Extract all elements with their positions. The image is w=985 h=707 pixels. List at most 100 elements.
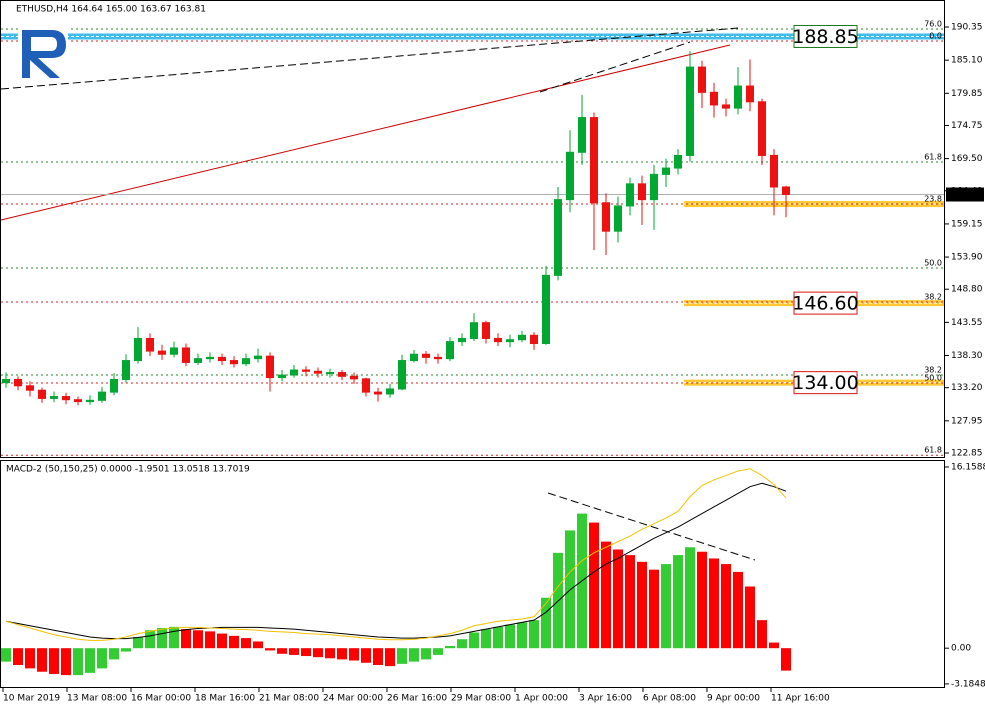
y-tick-label: 16.1588 bbox=[951, 462, 985, 472]
candle-body bbox=[458, 337, 466, 343]
candle-body bbox=[158, 350, 166, 355]
histogram-bar bbox=[25, 648, 35, 669]
candle-body bbox=[338, 372, 346, 377]
histogram-bar bbox=[517, 622, 527, 649]
candle-body bbox=[98, 391, 106, 401]
candle-body bbox=[614, 205, 622, 232]
candle-body bbox=[434, 356, 442, 360]
candle-body bbox=[170, 347, 178, 355]
candle-body bbox=[518, 334, 526, 341]
histogram-bar bbox=[85, 648, 95, 673]
histogram-bar bbox=[601, 541, 611, 649]
price-frame bbox=[0, 0, 945, 458]
histogram-bar bbox=[481, 629, 491, 649]
candle-body bbox=[242, 358, 250, 365]
histogram-bar bbox=[325, 648, 335, 659]
candle-body bbox=[674, 154, 682, 169]
last-price-label: 163.81 bbox=[950, 190, 982, 200]
candle-body bbox=[698, 66, 706, 93]
fib-label: 50.0 bbox=[924, 374, 942, 383]
histogram-bar bbox=[781, 648, 791, 671]
histogram-bar bbox=[637, 561, 647, 649]
histogram-bar bbox=[301, 648, 311, 657]
histogram-bar bbox=[373, 648, 383, 666]
histogram-bar bbox=[157, 627, 167, 649]
candle-body bbox=[290, 369, 298, 376]
histogram-bar bbox=[745, 586, 755, 649]
candle-body bbox=[50, 396, 58, 399]
histogram-bar bbox=[649, 569, 659, 649]
candle-body bbox=[422, 353, 430, 358]
x-tick-label: 26 Mar 16:00 bbox=[387, 694, 447, 704]
histogram-bar bbox=[313, 648, 323, 658]
x-tick-label: 9 Apr 00:00 bbox=[707, 694, 760, 704]
price-label-box bbox=[793, 371, 858, 395]
histogram-bar bbox=[721, 564, 731, 649]
plot-layer: 76.00.061.823.850.038.238.250.061.8190.3… bbox=[0, 20, 985, 704]
price-title: ETHUSD,H4 164.64 165.00 163.67 163.81 bbox=[16, 5, 206, 15]
x-tick-label: 3 Apr 16:00 bbox=[579, 694, 632, 704]
candle-body bbox=[686, 66, 694, 156]
fib-label: 23.8 bbox=[924, 195, 942, 204]
y-tick-label: 127.95 bbox=[951, 416, 983, 426]
candle-body bbox=[758, 101, 766, 156]
histogram-bar bbox=[673, 555, 683, 649]
y-tick-label: -3.1848 bbox=[951, 679, 985, 689]
candle-body bbox=[398, 360, 406, 390]
histogram-bar bbox=[337, 648, 347, 660]
candle-body bbox=[590, 117, 598, 204]
histogram-bar bbox=[121, 648, 131, 652]
fib-label: 38.2 bbox=[924, 292, 942, 301]
x-tick-label: 13 Mar 08:00 bbox=[67, 694, 127, 704]
histogram-bar bbox=[589, 522, 599, 649]
histogram-bar bbox=[217, 633, 227, 649]
candle-body bbox=[350, 375, 358, 380]
logo-mark bbox=[22, 30, 66, 78]
y-tick-label: 169.50 bbox=[951, 154, 983, 164]
candle-body bbox=[494, 337, 502, 343]
candle-body bbox=[14, 378, 22, 387]
x-tick-label: 6 Apr 08:00 bbox=[643, 694, 696, 704]
trend-line bbox=[0, 27, 739, 90]
x-tick-label: 24 Mar 00:00 bbox=[323, 694, 383, 704]
x-tick-label: 18 Mar 16:00 bbox=[195, 694, 255, 704]
candle-body bbox=[746, 85, 754, 103]
y-tick-label: 179.85 bbox=[951, 89, 983, 99]
price-label: 188.85 bbox=[792, 26, 858, 48]
candle-body bbox=[710, 91, 718, 106]
x-tick-label: 21 Mar 08:00 bbox=[259, 694, 319, 704]
histogram-bar bbox=[109, 648, 119, 660]
histogram-bar bbox=[445, 645, 455, 649]
x-tick-label: 16 Mar 00:00 bbox=[131, 694, 191, 704]
fib-label: 38.2 bbox=[924, 366, 942, 375]
x-tick-label: 1 Apr 00:00 bbox=[515, 694, 568, 704]
histogram-bar bbox=[229, 635, 239, 649]
candle-body bbox=[734, 85, 742, 109]
histogram-bar bbox=[385, 648, 395, 667]
candle-body bbox=[326, 372, 334, 375]
y-tick-label: 122.85 bbox=[951, 449, 983, 459]
macd-line bbox=[5, 482, 787, 640]
price-label: 146.60 bbox=[792, 293, 858, 315]
fib-label: 50.0 bbox=[924, 259, 942, 268]
histogram-bar bbox=[241, 638, 251, 649]
candle-body bbox=[134, 337, 142, 362]
histogram-bar bbox=[1, 648, 11, 662]
candle-body bbox=[650, 173, 658, 201]
histogram-bar bbox=[97, 648, 107, 669]
candle-body bbox=[302, 369, 310, 372]
histogram-bar bbox=[169, 626, 179, 649]
trend-line bbox=[0, 44, 731, 221]
histogram-bar bbox=[505, 624, 515, 649]
histogram-bar bbox=[733, 571, 743, 649]
candle-body bbox=[578, 117, 586, 153]
candle-body bbox=[86, 399, 94, 403]
y-tick-label: 190.35 bbox=[951, 23, 983, 33]
y-tick-label: 143.55 bbox=[951, 318, 983, 328]
candle-body bbox=[566, 151, 574, 201]
histogram-bar bbox=[409, 648, 419, 662]
candle-body bbox=[470, 322, 478, 339]
candle-body bbox=[770, 154, 778, 188]
candle-body bbox=[662, 167, 670, 175]
